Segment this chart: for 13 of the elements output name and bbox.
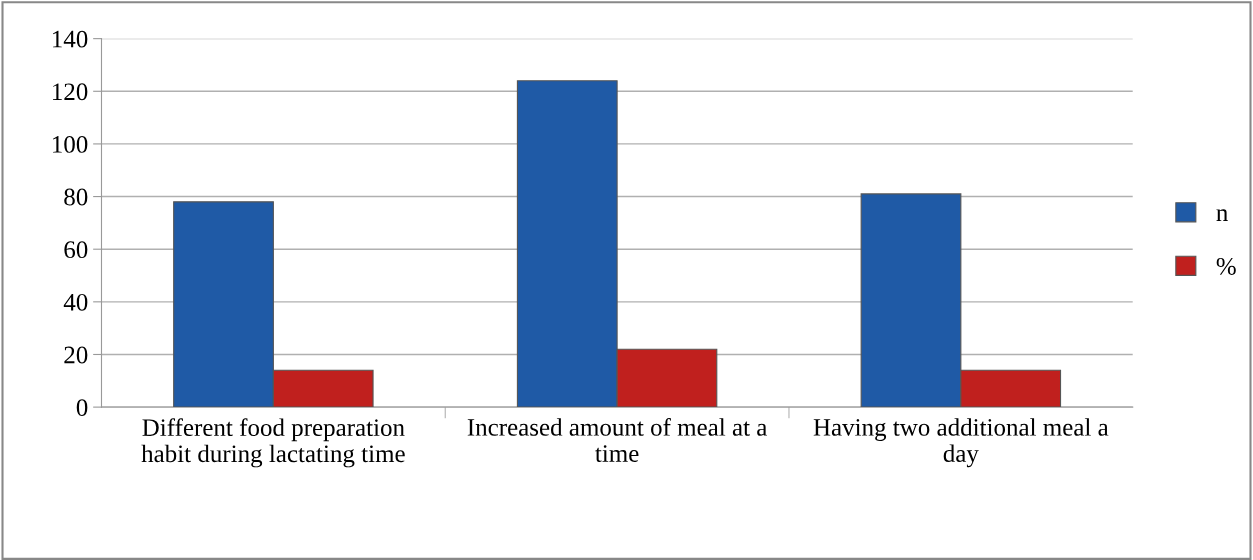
y-tick-label: 40 xyxy=(63,293,88,311)
legend-label: % xyxy=(1216,257,1236,275)
x-tick-label: Having two additional meal a day xyxy=(813,418,1109,468)
y-tick-label: 120 xyxy=(53,83,88,101)
y-tick-label: 20 xyxy=(64,346,88,364)
y-tick-label: 100 xyxy=(53,135,88,153)
x-tick-label: Different food preparation habit during lactating time xyxy=(141,418,405,468)
y-tick-label: 140 xyxy=(53,30,88,48)
legend-label: n xyxy=(1216,209,1228,221)
y-tick-label: 60 xyxy=(64,241,88,259)
x-tick-label: Increased amount of meal at a time xyxy=(467,417,768,462)
y-tick-label: 0 xyxy=(76,399,88,417)
y-tick-label: 80 xyxy=(64,188,88,206)
